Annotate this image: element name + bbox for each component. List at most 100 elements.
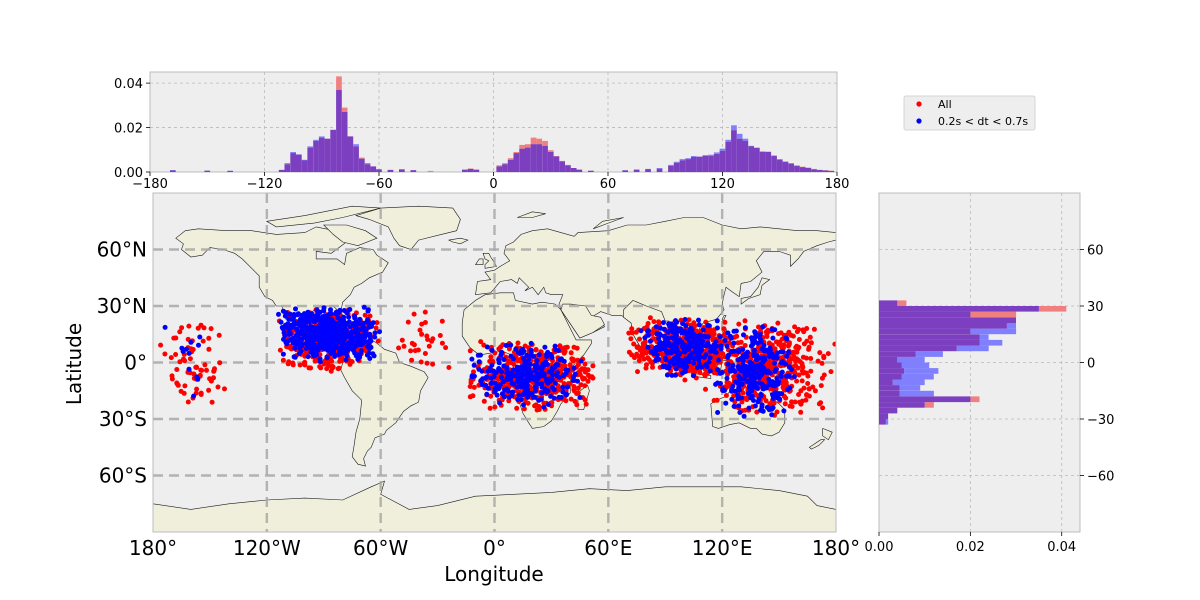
top-hist-bar: [519, 144, 525, 149]
top-hist-bar: [708, 154, 714, 156]
scatter-point: [430, 361, 436, 367]
scatter-point: [678, 358, 684, 364]
scatter-point: [534, 380, 540, 386]
scatter-point: [792, 370, 798, 376]
scatter-point: [469, 373, 475, 379]
scatter-point: [314, 307, 320, 313]
scatter-point: [478, 339, 484, 345]
scatter-point: [582, 397, 588, 403]
top-hist-bar-overlap: [336, 89, 342, 172]
top-histogram: −180 −120 −60 0 60 120 180 0.00 0.02 0.04: [114, 71, 849, 192]
scatter-point: [795, 357, 801, 363]
scatter-point: [825, 351, 831, 357]
scatter-point: [419, 331, 425, 337]
scatter-point: [293, 332, 299, 338]
scatter-point: [791, 374, 797, 380]
scatter-point: [714, 397, 720, 403]
scatter-point: [808, 340, 814, 346]
scatter-point: [772, 360, 778, 366]
scatter-point: [724, 343, 730, 349]
scatter-point: [198, 367, 204, 373]
scatter-point: [713, 339, 719, 345]
scatter-point: [364, 352, 370, 358]
scatter-point: [645, 332, 651, 338]
scatter-point: [196, 342, 201, 348]
scatter-point: [748, 395, 754, 401]
scatter-point: [541, 400, 547, 406]
scatter-point: [485, 385, 491, 391]
scatter-point: [675, 328, 681, 334]
scatter-point: [766, 353, 772, 359]
scatter-point: [820, 405, 826, 411]
right-hist-bar-overlap: [879, 351, 916, 357]
scatter-point: [519, 346, 525, 352]
scatter-point: [329, 332, 335, 338]
scatter-point: [714, 325, 720, 331]
scatter-point: [550, 385, 555, 390]
scatter-point: [772, 346, 778, 352]
scatter-point: [714, 318, 720, 324]
scatter-point: [525, 400, 531, 406]
scatter-point: [508, 353, 514, 359]
scatter-point: [361, 332, 367, 338]
top-hist-bar-overlap: [496, 166, 503, 172]
scatter-point: [332, 328, 338, 334]
scatter-point: [525, 387, 530, 392]
right-hist-bar: [970, 396, 980, 403]
right-x-tick-label: 0.00: [865, 540, 894, 555]
scatter-point: [217, 360, 223, 366]
scatter-point: [287, 329, 292, 335]
right-hist-bar: [979, 339, 1003, 346]
scatter-point: [328, 307, 333, 313]
scatter-point: [502, 387, 508, 393]
scatter-point: [800, 370, 806, 376]
scatter-point: [194, 386, 200, 392]
scatter-point: [749, 367, 755, 373]
scatter-point: [585, 378, 591, 384]
scatter-point: [549, 354, 555, 360]
top-hist-bar-overlap: [525, 147, 531, 172]
top-hist-bar: [359, 157, 365, 159]
map-frame: [152, 192, 837, 533]
top-hist-bar-overlap: [330, 129, 336, 172]
scatter-point: [286, 359, 292, 365]
scatter-point: [280, 357, 286, 363]
scatter-point: [698, 347, 704, 353]
scatter-point: [703, 386, 708, 392]
scatter-point: [542, 344, 548, 350]
scatter-point: [526, 357, 532, 363]
top-x-tick-label: −120: [247, 177, 283, 192]
right-hist-bar-overlap: [879, 306, 1039, 312]
scatter-point: [571, 384, 577, 389]
scatter-point: [782, 401, 788, 407]
scatter-point: [707, 368, 713, 374]
scatter-point: [302, 359, 308, 365]
scatter-point: [291, 319, 297, 325]
scatter-point: [527, 362, 533, 367]
legend-marker-subset: [916, 118, 922, 124]
scatter-point: [514, 364, 520, 370]
scatter-point: [694, 328, 700, 334]
scatter-point: [288, 324, 294, 330]
scatter-point: [572, 371, 578, 377]
scatter-point: [518, 372, 524, 378]
right-hist-bar-overlap: [879, 356, 898, 363]
scatter-point: [488, 375, 494, 381]
scatter-point: [731, 328, 737, 334]
scatter-point: [365, 308, 371, 314]
top-hist-bar: [496, 165, 503, 167]
right-hist-bar-overlap: [879, 345, 957, 352]
scatter-point: [334, 344, 340, 350]
scatter-point: [284, 341, 290, 347]
scatter-point: [741, 332, 746, 338]
scatter-point: [811, 326, 817, 332]
scatter-point: [748, 361, 754, 367]
scatter-point: [516, 392, 522, 398]
scatter-point: [791, 349, 796, 355]
map-y-tick-labels: 60°N 30°N 0° 30°S 60°S: [97, 238, 147, 488]
scatter-point: [582, 366, 588, 372]
scatter-point: [353, 343, 358, 349]
top-hist-bar: [691, 156, 697, 157]
scatter-point: [502, 394, 507, 400]
top-hist-bar: [318, 136, 325, 138]
